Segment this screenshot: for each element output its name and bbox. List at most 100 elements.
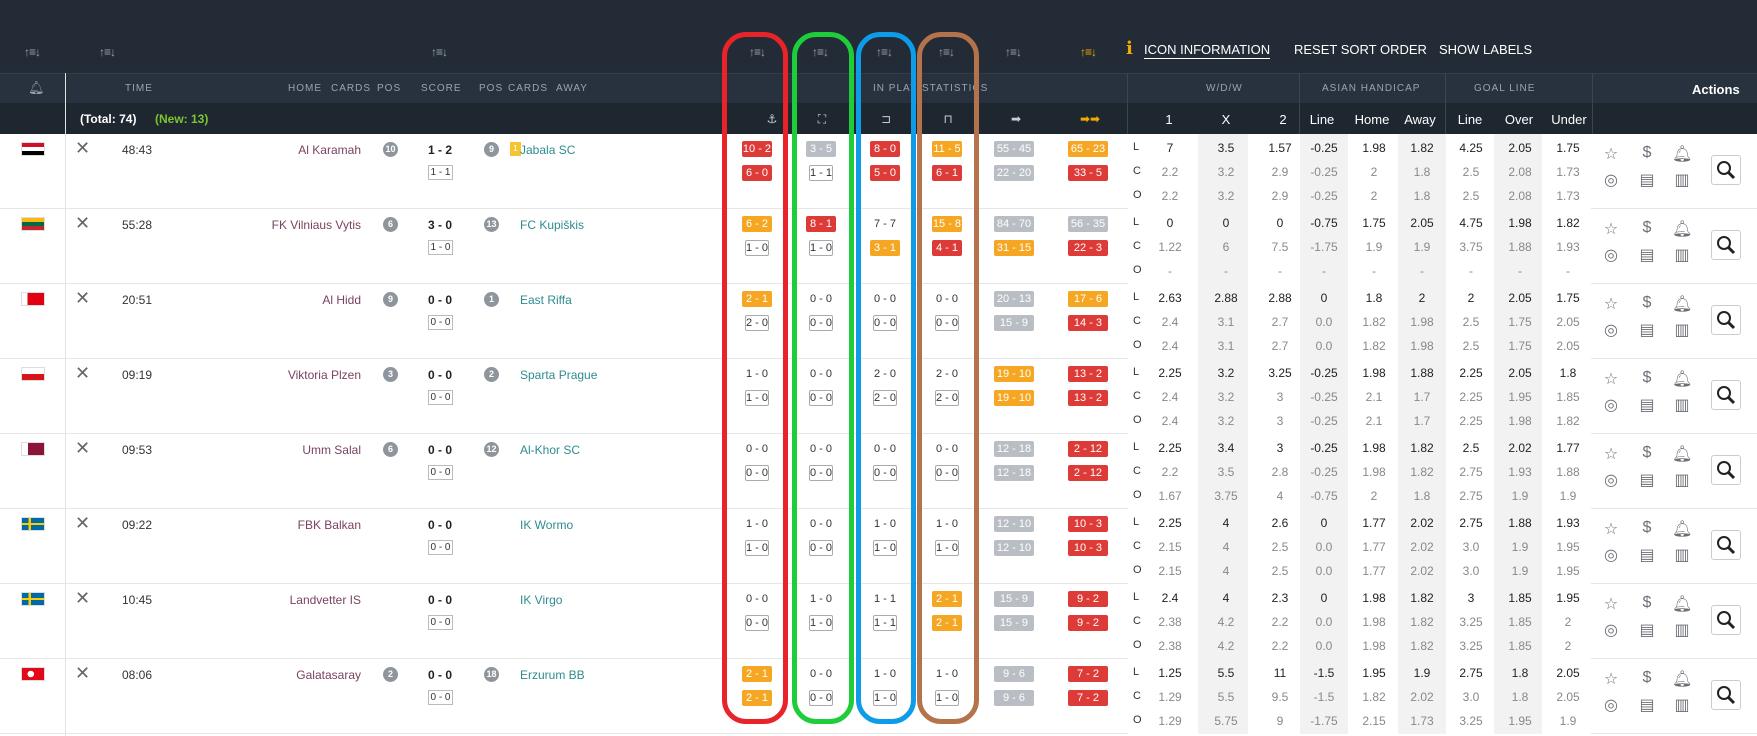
search-icon[interactable] [1711,605,1741,635]
star-icon[interactable]: ☆ [1603,371,1619,388]
clipboard-icon[interactable]: ▤ [1639,472,1655,489]
instagram-icon[interactable]: ◎ [1604,322,1618,339]
search-icon[interactable] [1711,530,1741,560]
search-icon[interactable] [1711,230,1741,260]
star-icon[interactable]: ☆ [1603,671,1619,688]
sort-icon[interactable]: ↑≡↓ [24,45,41,59]
chart-icon[interactable]: ▥ [1674,547,1690,564]
match-row[interactable]: ✕ 09:19 Viktoria Plzen 3 0 - 0 0 - 0 2 Sparta P… [0,359,1757,434]
away-team[interactable]: IK Virgo [520,593,563,607]
match-row[interactable]: ✕ 55:28 FK Vilniaus Vytis 6 3 - 0 1 - 0 13 FC K… [0,209,1757,284]
sort-icon[interactable]: ↑≡↓ [749,45,766,59]
close-icon[interactable]: ✕ [75,213,91,233]
clipboard-icon[interactable]: ▤ [1639,322,1655,339]
dollar-icon[interactable]: $ [1642,444,1652,461]
home-team[interactable]: Al Karamah [298,143,361,157]
bell-icon[interactable]: 🔔︎ [1672,371,1693,388]
dollar-icon[interactable]: $ [1642,594,1652,611]
info-icon[interactable]: i [1126,38,1133,59]
star-icon[interactable]: ☆ [1603,296,1619,313]
star-icon[interactable]: ☆ [1603,596,1619,613]
clipboard-icon[interactable]: ▤ [1639,172,1655,189]
search-icon[interactable] [1711,680,1741,710]
search-icon[interactable] [1711,455,1741,485]
away-team[interactable]: East Riffa [520,293,572,307]
bell-icon[interactable]: 🔔︎ [1672,671,1693,688]
instagram-icon[interactable]: ◎ [1604,622,1618,639]
bell-icon[interactable]: 🔔︎ [1672,446,1693,463]
away-team[interactable]: Jabala SC [520,143,576,157]
show-labels-link[interactable]: SHOW LABELS [1439,42,1533,57]
sort-icon[interactable]: ↑≡↓ [99,45,116,59]
match-row[interactable]: ✕ 08:06 Galatasaray 2 0 - 0 0 - 0 18 Erzurum BB… [0,659,1757,734]
chart-icon[interactable]: ▥ [1674,172,1690,189]
search-icon[interactable] [1711,305,1741,335]
away-team[interactable]: Al-Khor SC [520,443,581,457]
instagram-icon[interactable]: ◎ [1604,397,1618,414]
instagram-icon[interactable]: ◎ [1604,172,1618,189]
bell-icon[interactable]: 🔔︎ [1672,221,1693,238]
chart-icon[interactable]: ▥ [1674,697,1690,714]
close-icon[interactable]: ✕ [75,363,91,383]
sort-icon[interactable]: ↑≡↓ [938,45,955,59]
clipboard-icon[interactable]: ▤ [1639,397,1655,414]
home-team[interactable]: Landvetter IS [289,593,361,607]
reset-sort-order-link[interactable]: RESET SORT ORDER [1294,42,1427,57]
bell-icon[interactable]: 🔔︎ [1672,146,1693,163]
close-icon[interactable]: ✕ [75,588,91,608]
search-icon[interactable] [1711,155,1741,185]
instagram-icon[interactable]: ◎ [1604,247,1618,264]
chart-icon[interactable]: ▥ [1674,472,1690,489]
dollar-icon[interactable]: $ [1642,519,1652,536]
away-team[interactable]: FC Kupiškis [520,218,585,232]
match-row[interactable]: ✕ 48:43 Al Karamah 10 1 - 2 1 - 1 9 1 Jabala SC 1… [0,134,1757,209]
icon-information-link[interactable]: ICON INFORMATION [1144,42,1271,59]
close-icon[interactable]: ✕ [75,288,91,308]
close-icon[interactable]: ✕ [75,438,91,458]
star-icon[interactable]: ☆ [1603,446,1619,463]
home-team[interactable]: FBK Balkan [297,518,361,532]
bell-icon[interactable]: 🔔︎ [1672,521,1693,538]
match-row[interactable]: ✕ 20:51 Al Hidd 9 0 - 0 0 - 0 1 East Riffa 2 - 1… [0,284,1757,359]
clipboard-icon[interactable]: ▤ [1639,622,1655,639]
dollar-icon[interactable]: $ [1642,144,1652,161]
star-icon[interactable]: ☆ [1603,221,1619,238]
home-team[interactable]: Galatasaray [296,668,361,682]
dollar-icon[interactable]: $ [1642,669,1652,686]
instagram-icon[interactable]: ◎ [1604,472,1618,489]
instagram-icon[interactable]: ◎ [1604,547,1618,564]
close-icon[interactable]: ✕ [75,138,91,158]
dollar-icon[interactable]: $ [1642,294,1652,311]
instagram-icon[interactable]: ◎ [1604,697,1618,714]
away-team[interactable]: Erzurum BB [520,668,585,682]
dollar-icon[interactable]: $ [1642,369,1652,386]
chart-icon[interactable]: ▥ [1674,397,1690,414]
chart-icon[interactable]: ▥ [1674,322,1690,339]
sort-icon-active[interactable]: ↑≡↓ [1080,45,1097,59]
match-row[interactable]: ✕ 10:45 Landvetter IS 0 - 0 0 - 0 IK Virgo 0 -… [0,584,1757,659]
clipboard-icon[interactable]: ▤ [1639,547,1655,564]
clipboard-icon[interactable]: ▤ [1639,697,1655,714]
away-team[interactable]: Sparta Prague [520,368,598,382]
bell-icon[interactable]: 🔔︎ [1672,596,1693,613]
close-icon[interactable]: ✕ [75,663,91,683]
close-icon[interactable]: ✕ [75,513,91,533]
home-team[interactable]: FK Vilniaus Vytis [271,218,361,232]
chart-icon[interactable]: ▥ [1674,622,1690,639]
home-team[interactable]: Umm Salal [302,443,361,457]
star-icon[interactable]: ☆ [1603,521,1619,538]
clipboard-icon[interactable]: ▤ [1639,247,1655,264]
match-row[interactable]: ✕ 09:53 Umm Salal 6 0 - 0 0 - 0 12 Al-Khor SC 0 … [0,434,1757,509]
away-team[interactable]: IK Wormo [520,518,574,532]
home-team[interactable]: Al Hidd [322,293,361,307]
sort-icon[interactable]: ↑≡↓ [431,45,448,59]
sort-icon[interactable]: ↑≡↓ [812,45,829,59]
home-team[interactable]: Viktoria Plzen [287,368,361,382]
sort-icon[interactable]: ↑≡↓ [876,45,893,59]
chart-icon[interactable]: ▥ [1674,247,1690,264]
dollar-icon[interactable]: $ [1642,219,1652,236]
star-icon[interactable]: ☆ [1603,146,1619,163]
match-row[interactable]: ✕ 09:22 FBK Balkan 0 - 0 0 - 0 IK Wormo 1 - 0 1… [0,509,1757,584]
bell-icon[interactable]: 🔔︎ [1672,296,1693,313]
sort-icon[interactable]: ↑≡↓ [1005,45,1022,59]
